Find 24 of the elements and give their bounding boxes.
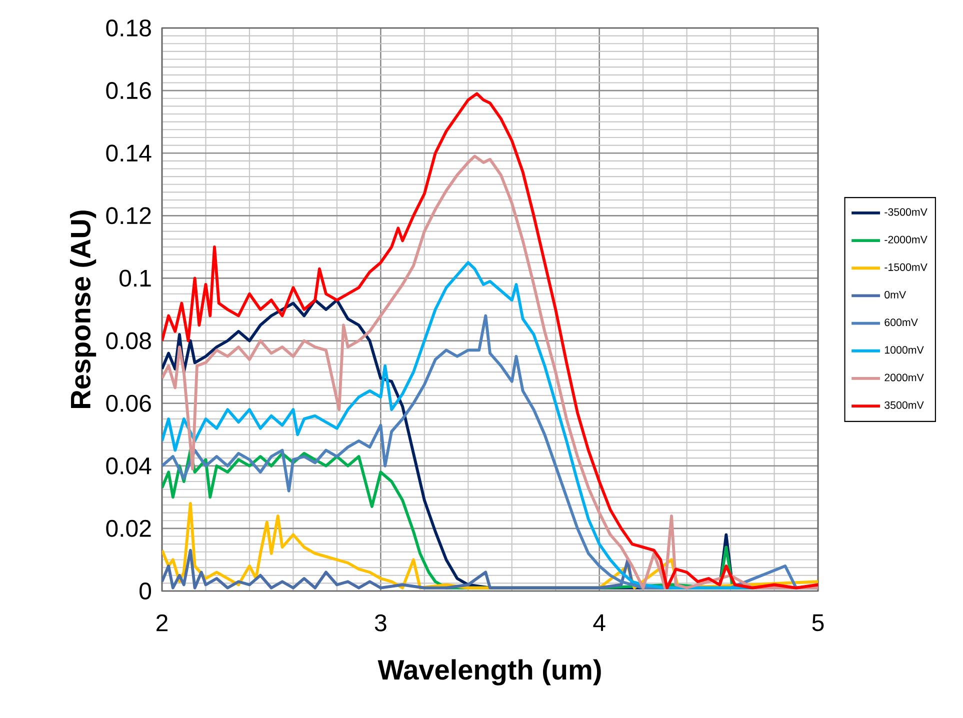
- x-tick-label: 2: [156, 614, 168, 632]
- legend-label: 3500mV: [884, 401, 924, 409]
- y-tick-label: 0.04: [106, 457, 152, 474]
- legend-label: 600mV: [884, 318, 918, 326]
- y-tick-label: 0.12: [106, 207, 151, 224]
- y-tick-label: 0.1: [120, 270, 151, 287]
- x-tick-label: 5: [812, 614, 824, 632]
- y-tick-label: 0.06: [106, 394, 151, 412]
- y-tick-label: 0: [140, 582, 152, 600]
- y-axis-title: Response (AU): [70, 210, 96, 408]
- x-tick-label: 3: [374, 614, 386, 632]
- legend-label: 2000mV: [884, 374, 924, 382]
- legend-label: -3500mV: [884, 208, 928, 216]
- legend-label: -2000mV: [884, 236, 928, 244]
- legend-label: 0mV: [884, 290, 906, 299]
- legend-label: -1500mV: [884, 263, 928, 271]
- legend-label: 1000mV: [884, 346, 924, 354]
- x-axis-title: Wavelength (um): [378, 659, 601, 686]
- y-tick-label: 0.08: [106, 332, 151, 350]
- y-tick-label: 0.18: [106, 19, 151, 36]
- y-tick-label: 0.14: [106, 144, 152, 162]
- y-tick-label: 0.16: [106, 82, 151, 100]
- x-tick-label: 4: [593, 614, 606, 631]
- y-tick-label: 0.02: [106, 520, 151, 537]
